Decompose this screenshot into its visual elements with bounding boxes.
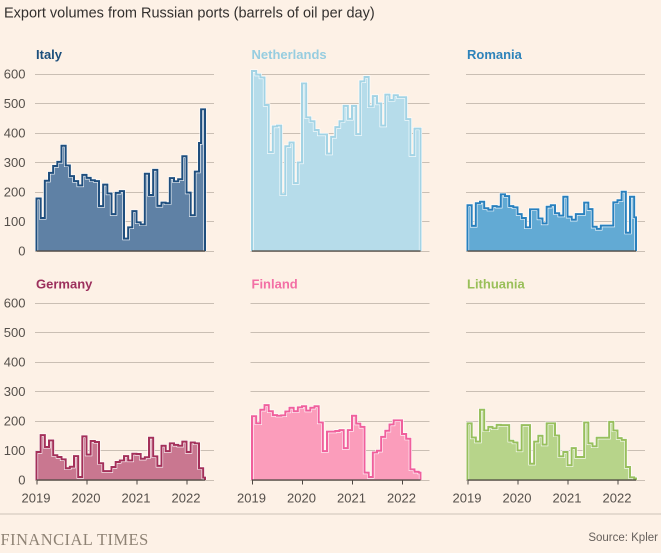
svg-text:2022: 2022 — [387, 491, 416, 506]
svg-text:Finland: Finland — [252, 277, 298, 292]
svg-text:2019: 2019 — [237, 491, 266, 506]
svg-text:400: 400 — [4, 126, 26, 141]
svg-text:500: 500 — [4, 96, 26, 111]
svg-text:2019: 2019 — [453, 491, 482, 506]
svg-text:200: 200 — [4, 414, 26, 429]
svg-text:Italy: Italy — [36, 47, 63, 62]
svg-text:600: 600 — [4, 67, 26, 82]
svg-text:2019: 2019 — [22, 491, 51, 506]
svg-text:0: 0 — [18, 473, 25, 488]
svg-text:2022: 2022 — [172, 491, 201, 506]
svg-text:2022: 2022 — [603, 491, 632, 506]
svg-text:2020: 2020 — [72, 491, 101, 506]
svg-text:Netherlands: Netherlands — [252, 47, 327, 62]
svg-text:300: 300 — [4, 384, 26, 399]
svg-text:Source: Kpler: Source: Kpler — [588, 532, 658, 544]
svg-text:2021: 2021 — [122, 491, 151, 506]
svg-text:0: 0 — [18, 244, 25, 259]
svg-text:100: 100 — [4, 443, 26, 458]
svg-text:Lithuania: Lithuania — [467, 277, 526, 292]
svg-text:2021: 2021 — [337, 491, 366, 506]
svg-text:500: 500 — [4, 325, 26, 340]
svg-text:Germany: Germany — [36, 277, 93, 292]
svg-text:600: 600 — [4, 296, 26, 311]
svg-text:100: 100 — [4, 214, 26, 229]
svg-text:FINANCIAL TIMES: FINANCIAL TIMES — [1, 530, 149, 549]
svg-text:Romania: Romania — [467, 47, 523, 62]
svg-text:2020: 2020 — [503, 491, 532, 506]
svg-text:400: 400 — [4, 355, 26, 370]
svg-text:200: 200 — [4, 185, 26, 200]
svg-text:Export volumes from Russian po: Export volumes from Russian ports (barre… — [4, 6, 375, 22]
svg-text:2021: 2021 — [553, 491, 582, 506]
svg-text:300: 300 — [4, 155, 26, 170]
svg-text:2020: 2020 — [287, 491, 316, 506]
